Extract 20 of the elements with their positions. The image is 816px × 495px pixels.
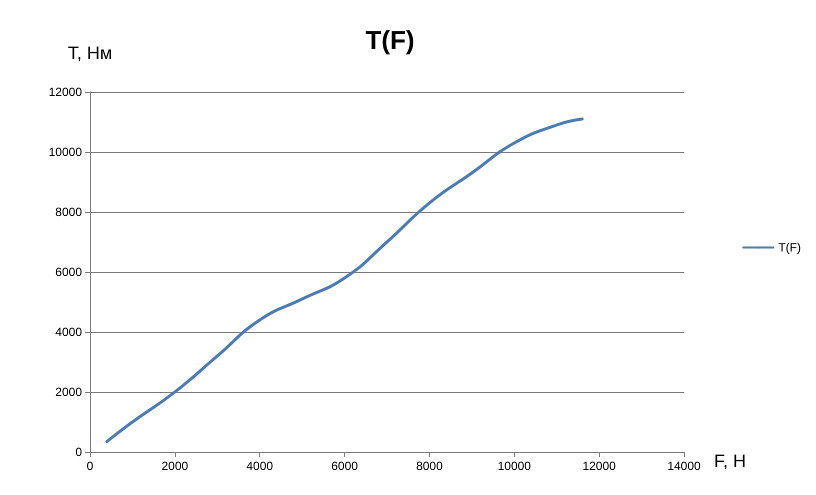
x-tick-label: 12000: [582, 459, 616, 473]
x-tick-label: 4000: [246, 459, 274, 473]
x-tick-label: 14000: [667, 459, 702, 473]
y-tick-label: 12000: [48, 85, 82, 99]
y-tick-label: 10000: [48, 145, 82, 159]
x-tick-label: 10000: [498, 459, 532, 473]
y-tick-label: 8000: [55, 205, 82, 219]
y-tick-label: 4000: [55, 325, 82, 339]
line-series: [105, 118, 584, 443]
x-axis-title: F, Н: [714, 451, 746, 471]
x-tick-label: 2000: [162, 459, 189, 473]
y-tick-label: 2000: [55, 385, 82, 399]
y-tick-label: 6000: [55, 265, 82, 279]
chart-title: T(F): [365, 25, 415, 55]
y-axis-title: T, Нм: [68, 43, 112, 63]
x-tick-label: 6000: [331, 459, 358, 473]
legend-label: T(F): [778, 240, 802, 254]
y-tick-label: 0: [75, 445, 82, 459]
x-tick-label: 0: [86, 459, 94, 473]
x-tick-label: 8000: [416, 459, 444, 473]
